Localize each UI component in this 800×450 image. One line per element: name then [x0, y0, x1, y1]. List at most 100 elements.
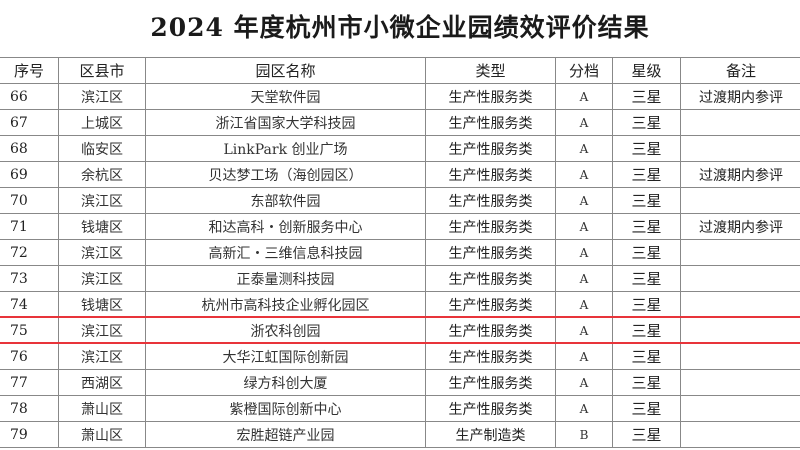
cell-star: 三星: [612, 109, 681, 136]
cell-park-name: 杭州市高科技企业孵化园区: [145, 291, 426, 318]
cell-park-name: LinkPark 创业广场: [145, 135, 426, 162]
cell-park-name: 浙农科创园: [145, 317, 426, 344]
cell-district: 滨江区: [58, 265, 146, 292]
cell-no: 72: [0, 239, 59, 266]
cell-star: 三星: [612, 265, 681, 292]
cell-star: 三星: [612, 317, 681, 344]
cell-note: [680, 135, 800, 162]
cell-no: 69: [0, 161, 59, 188]
cell-no: 76: [0, 343, 59, 370]
cell-type: 生产性服务类: [425, 239, 556, 266]
cell-type: 生产性服务类: [425, 83, 556, 110]
cell-star: 三星: [612, 187, 681, 214]
cell-note: [680, 343, 800, 370]
cell-no: 73: [0, 265, 59, 292]
cell-type: 生产性服务类: [425, 109, 556, 136]
cell-star: 三星: [612, 291, 681, 318]
cell-no: 66: [0, 83, 59, 110]
cell-type: 生产性服务类: [425, 213, 556, 240]
cell-star: 三星: [612, 161, 681, 188]
header-note: 备注: [680, 57, 800, 84]
cell-grade: A: [555, 239, 613, 266]
header-park-name: 园区名称: [145, 57, 426, 84]
cell-park-name: 大华江虹国际创新园: [145, 343, 426, 370]
cell-note: [680, 421, 800, 448]
table-row: 67 上城区 浙江省国家大学科技园 生产性服务类 A 三星: [0, 109, 800, 136]
cell-note: [680, 187, 800, 214]
table-row: 71 钱塘区 和达高科・创新服务中心 生产性服务类 A 三星 过渡期内参评: [0, 213, 800, 240]
cell-note: [680, 395, 800, 422]
cell-type: 生产性服务类: [425, 369, 556, 396]
cell-grade: A: [555, 213, 613, 240]
highlight-line-top: [0, 316, 800, 318]
cell-park-name: 浙江省国家大学科技园: [145, 109, 426, 136]
cell-no: 78: [0, 395, 59, 422]
table-row: 79 萧山区 宏胜超链产业园 生产制造类 B 三星: [0, 421, 800, 448]
table-row: 74 钱塘区 杭州市高科技企业孵化园区 生产性服务类 A 三星: [0, 291, 800, 318]
cell-note: 过渡期内参评: [680, 83, 800, 110]
cell-park-name: 贝达梦工场（海创园区）: [145, 161, 426, 188]
cell-district: 上城区: [58, 109, 146, 136]
header-no: 序号: [0, 57, 59, 84]
cell-type: 生产制造类: [425, 421, 556, 448]
cell-note: [680, 291, 800, 318]
cell-note: [680, 317, 800, 344]
cell-no: 70: [0, 187, 59, 214]
header-district: 区县市: [58, 57, 146, 84]
cell-park-name: 绿方科创大厦: [145, 369, 426, 396]
cell-type: 生产性服务类: [425, 265, 556, 292]
cell-park-name: 和达高科・创新服务中心: [145, 213, 426, 240]
cell-type: 生产性服务类: [425, 343, 556, 370]
header-star: 星级: [612, 57, 681, 84]
cell-park-name: 东部软件园: [145, 187, 426, 214]
cell-type: 生产性服务类: [425, 135, 556, 162]
cell-no: 74: [0, 291, 59, 318]
cell-type: 生产性服务类: [425, 291, 556, 318]
cell-note: [680, 265, 800, 292]
cell-grade: A: [555, 291, 613, 318]
cell-note: [680, 239, 800, 266]
cell-no: 68: [0, 135, 59, 162]
cell-grade: A: [555, 187, 613, 214]
cell-district: 滨江区: [58, 317, 146, 344]
table-row: 75 滨江区 浙农科创园 生产性服务类 A 三星: [0, 317, 800, 344]
cell-district: 滨江区: [58, 187, 146, 214]
cell-park-name: 正泰量测科技园: [145, 265, 426, 292]
cell-district: 余杭区: [58, 161, 146, 188]
table-row: 69 余杭区 贝达梦工场（海创园区） 生产性服务类 A 三星 过渡期内参评: [0, 161, 800, 188]
table-header-row: 序号 区县市 园区名称 类型 分档 星级 备注: [0, 57, 800, 84]
results-table: 序号 区县市 园区名称 类型 分档 星级 备注 66 滨江区 天堂软件园 生产性服务类…: [0, 57, 800, 448]
cell-grade: A: [555, 161, 613, 188]
page-title: 2024 年度杭州市小微企业园绩效评价结果: [150, 13, 650, 42]
cell-district: 萧山区: [58, 421, 146, 448]
cell-park-name: 紫橙国际创新中心: [145, 395, 426, 422]
cell-park-name: 高新汇・三维信息科技园: [145, 239, 426, 266]
cell-star: 三星: [612, 421, 681, 448]
cell-district: 滨江区: [58, 343, 146, 370]
highlight-line-bottom: [0, 342, 800, 344]
cell-star: 三星: [612, 343, 681, 370]
table-row: 73 滨江区 正泰量测科技园 生产性服务类 A 三星: [0, 265, 800, 292]
table-row: 70 滨江区 东部软件园 生产性服务类 A 三星: [0, 187, 800, 214]
cell-district: 钱塘区: [58, 213, 146, 240]
cell-star: 三星: [612, 135, 681, 162]
cell-grade: A: [555, 343, 613, 370]
table-row: 66 滨江区 天堂软件园 生产性服务类 A 三星 过渡期内参评: [0, 83, 800, 110]
cell-grade: A: [555, 109, 613, 136]
cell-district: 西湖区: [58, 369, 146, 396]
header-type: 类型: [425, 57, 556, 84]
table-row: 78 萧山区 紫橙国际创新中心 生产性服务类 A 三星: [0, 395, 800, 422]
cell-note: 过渡期内参评: [680, 161, 800, 188]
cell-note: [680, 369, 800, 396]
cell-star: 三星: [612, 395, 681, 422]
cell-district: 临安区: [58, 135, 146, 162]
cell-no: 67: [0, 109, 59, 136]
cell-grade: A: [555, 317, 613, 344]
cell-star: 三星: [612, 369, 681, 396]
cell-star: 三星: [612, 83, 681, 110]
cell-type: 生产性服务类: [425, 317, 556, 344]
cell-type: 生产性服务类: [425, 161, 556, 188]
cell-no: 75: [0, 317, 59, 344]
cell-grade: A: [555, 135, 613, 162]
cell-star: 三星: [612, 213, 681, 240]
